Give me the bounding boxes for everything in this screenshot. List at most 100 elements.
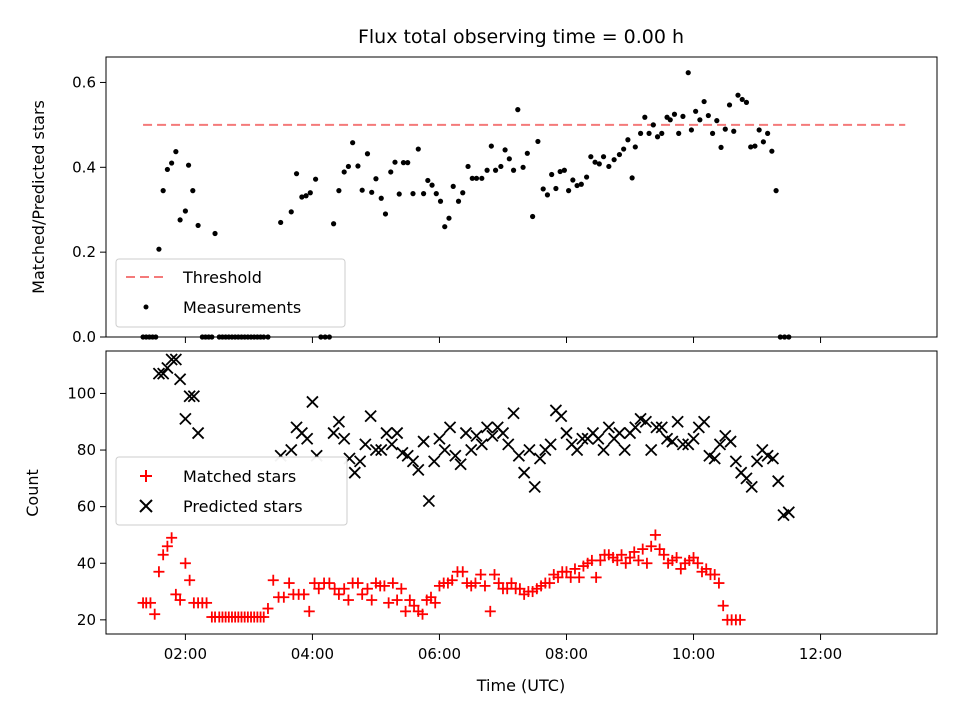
matched-star-point	[404, 594, 416, 606]
matched-star-point	[417, 608, 429, 620]
legend-predicted-swatch	[139, 499, 153, 513]
measurement-point	[680, 113, 686, 119]
matched-star-point	[688, 552, 700, 564]
matched-star-point	[179, 557, 191, 569]
matched-star-point	[329, 583, 341, 595]
measurement-point	[765, 130, 771, 136]
measurement-point	[460, 190, 466, 196]
measurement-point	[722, 126, 728, 132]
measurement-point	[484, 167, 490, 173]
predicted-star-point	[782, 506, 795, 519]
matched-star-point	[675, 563, 687, 575]
measurement-point	[455, 198, 462, 204]
matched-star-point	[560, 566, 572, 578]
measurement-point	[540, 186, 546, 192]
predicted-star-point	[443, 421, 457, 434]
measurement-point	[544, 192, 551, 198]
matched-star-point	[569, 563, 581, 575]
matched-star-point	[692, 557, 704, 569]
matched-star-point	[174, 594, 186, 606]
measurement-point	[676, 130, 682, 136]
measurement-point	[278, 219, 284, 226]
predicted-star-point	[187, 390, 201, 403]
measurement-point	[510, 167, 517, 173]
predicted-star-point	[496, 426, 510, 440]
measurement-point	[303, 193, 309, 199]
measurement-point	[646, 130, 652, 136]
predicted-star-point	[676, 438, 690, 451]
y-tick-label: 0.4	[72, 158, 96, 176]
predicted-star-point	[507, 407, 520, 420]
matched-star-point	[484, 605, 496, 617]
measurement-point	[488, 143, 494, 149]
matched-star-point	[649, 529, 661, 541]
measurement-point	[405, 160, 411, 166]
measurement-point	[261, 334, 267, 340]
measurement-point	[492, 167, 499, 173]
predicted-star-point	[454, 458, 467, 471]
measurement-point	[359, 187, 365, 193]
measurement-point	[773, 188, 779, 194]
predicted-star-point	[555, 409, 568, 423]
predicted-star-point	[570, 443, 584, 457]
measurement-point	[600, 154, 607, 160]
measurement-point	[642, 114, 648, 120]
predicted-star-point	[332, 415, 346, 428]
predicted-star-point	[645, 443, 658, 457]
matched-star-point	[170, 588, 182, 600]
measurement-point	[777, 334, 783, 340]
bottom-legend-box	[115, 456, 348, 526]
predicted-star-point	[486, 429, 499, 443]
measurement-point	[752, 143, 758, 149]
matched-star-point	[342, 594, 354, 606]
matched-star-point	[645, 540, 657, 552]
matched-star-point	[671, 552, 683, 564]
top-legend-box	[115, 258, 346, 328]
matched-star-point	[594, 554, 606, 566]
measurement-point	[378, 195, 384, 201]
matched-star-point	[590, 571, 602, 583]
predicted-star-point	[359, 438, 372, 451]
measurement-point	[524, 150, 530, 156]
measurement-point	[442, 224, 448, 230]
predicted-star-point	[708, 452, 721, 465]
predicted-star-point	[364, 409, 377, 423]
measurement-point	[415, 146, 421, 152]
predicted-star-point	[629, 421, 642, 434]
predicted-star-point	[740, 472, 753, 485]
matched-star-point	[391, 594, 403, 606]
top-legend: Threshold Measurements	[115, 258, 346, 328]
measurement-point	[530, 213, 536, 220]
measurement-point	[388, 169, 394, 175]
measurement-point	[621, 146, 627, 152]
matched-star-point	[658, 549, 670, 561]
predicted-star-point	[183, 390, 196, 403]
matched-star-point	[425, 591, 437, 603]
measurement-points	[140, 70, 792, 340]
matched-star-point	[333, 588, 345, 600]
measurement-point	[629, 175, 635, 181]
measurement-point	[307, 190, 313, 196]
measurement-point	[446, 215, 452, 221]
predicted-star-point	[697, 415, 711, 428]
predicted-star-point	[687, 432, 700, 445]
matched-star-point	[544, 577, 556, 589]
measurement-point	[410, 191, 416, 197]
matched-star-point	[493, 577, 505, 589]
predicted-star-point	[650, 421, 663, 434]
matched-star-point	[378, 580, 390, 592]
matched-star-point	[361, 583, 373, 595]
matched-star-point	[641, 557, 653, 569]
measurement-point	[756, 127, 762, 133]
matched-star-point	[514, 583, 526, 595]
predicted-star-point	[470, 429, 483, 443]
predicted-star-point	[713, 438, 727, 451]
matched-star-point	[457, 566, 469, 578]
measurement-point	[318, 334, 324, 340]
predicted-star-point	[613, 426, 626, 440]
x-tick-label: 04:00	[291, 645, 334, 663]
measurement-point	[195, 222, 201, 229]
matched-star-point	[408, 600, 420, 612]
matched-star-points	[137, 529, 746, 626]
matched-star-point	[278, 591, 290, 603]
